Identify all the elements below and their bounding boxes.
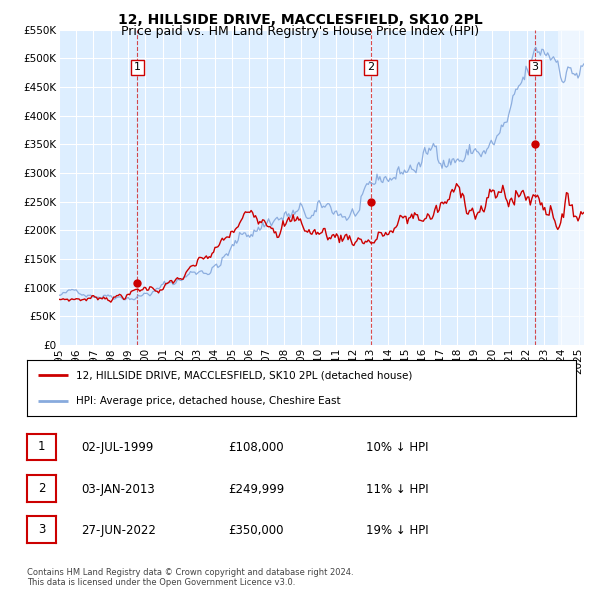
Text: Contains HM Land Registry data © Crown copyright and database right 2024.
This d: Contains HM Land Registry data © Crown c…	[27, 568, 353, 587]
Text: 3: 3	[532, 63, 539, 73]
Text: Price paid vs. HM Land Registry's House Price Index (HPI): Price paid vs. HM Land Registry's House …	[121, 25, 479, 38]
Text: 02-JUL-1999: 02-JUL-1999	[81, 441, 154, 454]
Text: 1: 1	[134, 63, 141, 73]
Text: £350,000: £350,000	[228, 524, 284, 537]
Text: HPI: Average price, detached house, Cheshire East: HPI: Average price, detached house, Ches…	[76, 396, 341, 406]
Text: 10% ↓ HPI: 10% ↓ HPI	[366, 441, 428, 454]
Text: 2: 2	[38, 481, 45, 495]
Text: 2: 2	[367, 63, 374, 73]
Text: 27-JUN-2022: 27-JUN-2022	[81, 524, 156, 537]
Text: 11% ↓ HPI: 11% ↓ HPI	[366, 483, 428, 496]
Text: 1: 1	[38, 440, 45, 454]
Text: £108,000: £108,000	[228, 441, 284, 454]
Text: 12, HILLSIDE DRIVE, MACCLESFIELD, SK10 2PL: 12, HILLSIDE DRIVE, MACCLESFIELD, SK10 2…	[118, 13, 482, 27]
Text: 03-JAN-2013: 03-JAN-2013	[81, 483, 155, 496]
Text: 19% ↓ HPI: 19% ↓ HPI	[366, 524, 428, 537]
Text: £249,999: £249,999	[228, 483, 284, 496]
Text: 3: 3	[38, 523, 45, 536]
Polygon shape	[558, 30, 584, 345]
Polygon shape	[558, 30, 584, 345]
Text: 12, HILLSIDE DRIVE, MACCLESFIELD, SK10 2PL (detached house): 12, HILLSIDE DRIVE, MACCLESFIELD, SK10 2…	[76, 370, 413, 380]
